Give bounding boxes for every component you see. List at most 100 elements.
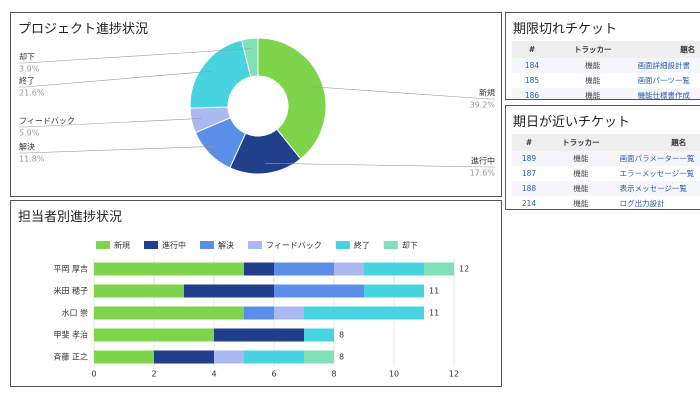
legend-label: 解決 (218, 240, 234, 250)
leader-line (312, 86, 495, 100)
leader-line (19, 48, 251, 64)
table-cell[interactable]: 188 (512, 181, 547, 196)
bar-segment (94, 328, 214, 342)
table-cell[interactable]: 189 (512, 151, 547, 166)
table-cell: 機能 (573, 169, 589, 178)
y-tick-label: 米田 穂子 (53, 286, 88, 296)
ticket-table: # トラッカー 題名 189 機能 画面パラメーター一覧 187 機能 エラーメッセージ一覧 18… (512, 134, 700, 209)
table-cell[interactable]: 画面パラメーター一覧 (615, 151, 700, 166)
x-tick-label: 8 (331, 370, 336, 379)
pie-slice (257, 37, 327, 160)
slice-value: 11.8% (19, 155, 45, 164)
table-panel: 期日が近いチケット # トラッカー 題名 189 機能 画面パラメーター一覧 187 機能 エラ… (505, 105, 700, 210)
slice-value: 21.6% (19, 89, 45, 98)
slice-value: 39.2% (470, 101, 496, 110)
y-tick-label: 平岡 厚吉 (53, 265, 88, 274)
table-cell[interactable]: 186 (512, 88, 553, 99)
total-label: 12 (459, 265, 469, 274)
pie-slice (240, 37, 259, 78)
table-cell[interactable]: 画面パーツ一覧 (637, 76, 690, 85)
bar-segment (154, 350, 214, 364)
table-cell[interactable]: 187 (521, 169, 537, 178)
bar-segment (244, 262, 274, 276)
column-header: # (512, 134, 547, 151)
column-header: トラッカー (546, 134, 616, 151)
table-row: 185 機能 画面パーツ一覧 (512, 73, 700, 88)
x-tick-label: 12 (449, 370, 459, 379)
table-cell[interactable]: 185 (524, 76, 540, 85)
x-tick-label: 4 (211, 370, 216, 379)
table-row: 187 機能 エラーメッセージ一覧 (512, 166, 700, 181)
table-cell[interactable]: 機能仕様書作成 (633, 88, 700, 99)
total-label: 8 (339, 353, 344, 362)
table-cell: 機能 (585, 76, 601, 85)
table-cell[interactable]: 表示メッセージ一覧 (615, 181, 700, 196)
table-row: 184 機能 画面詳細設計書 (512, 58, 700, 73)
table-row: 214 機能 ログ出力設計 (512, 196, 700, 209)
leader-line (265, 163, 495, 168)
table-row: 188 機能 表示メッセージ一覧 (512, 181, 700, 196)
ticket-table: # トラッカー 題名 184 機能 画面詳細設計書 185 機能 画面パーツ一覧 186 機能 機能仕… (512, 41, 700, 99)
legend-label: 終了 (354, 240, 370, 250)
table-cell[interactable]: ログ出力設計 (619, 199, 665, 208)
x-tick-label: 10 (389, 370, 399, 379)
table-cell[interactable]: 画面詳細設計書 (633, 58, 700, 73)
column-header: トラッカー (552, 41, 634, 58)
legend-swatch (144, 241, 158, 249)
bar-segment (244, 350, 304, 364)
panel-title: プロジェクト進捗状況 (18, 22, 149, 37)
slice-label: 却下 (19, 52, 35, 62)
x-tick-label: 2 (151, 370, 156, 379)
pie-chart: 新規 39.2% 進行中 17.6% 解決 11.8% フィードバック 5.9% 終了 21.6%… (19, 37, 496, 178)
bar-segment (334, 262, 364, 276)
table-cell: 機能 (546, 181, 616, 196)
table-cell: 機能 (546, 151, 616, 166)
y-tick-label: 水口 崇 (61, 308, 88, 318)
table-cell: 機能 (552, 58, 634, 73)
slice-value: 3.9% (19, 65, 40, 74)
legend-label: 新規 (114, 240, 130, 250)
slice-label: 終了 (19, 76, 35, 86)
legend-swatch (200, 241, 214, 249)
bar-segment (364, 262, 424, 276)
legend-label: 却下 (402, 240, 418, 250)
table-cell[interactable]: エラーメッセージ一覧 (619, 169, 695, 178)
leader-line (19, 146, 217, 154)
legend-swatch (96, 241, 110, 249)
leader-line (19, 118, 202, 128)
bar-segment (304, 350, 334, 364)
table-cell: 機能 (573, 199, 589, 208)
bar-segment (244, 306, 274, 320)
bar-segment (214, 350, 244, 364)
slice-label: 解決 (19, 142, 35, 152)
y-tick-label: 甲斐 孝治 (53, 330, 88, 340)
slice-label: 新規 (479, 88, 495, 98)
panel-title: 担当者別進捗状況 (18, 210, 123, 225)
bar-segment (304, 306, 424, 320)
column-header: 題名 (615, 134, 700, 151)
bar-segment (304, 328, 334, 342)
bar-segment (364, 284, 424, 298)
header-row: # トラッカー 題名 (512, 41, 700, 58)
total-label: 11 (429, 287, 439, 296)
table-cell[interactable]: 184 (512, 58, 553, 73)
leader-line (19, 70, 212, 88)
bar-segment (94, 350, 154, 364)
slice-label: フィードバック (19, 117, 75, 126)
table-cell: 機能 (552, 88, 634, 99)
pie-slice (189, 39, 252, 109)
legend-label: フィードバック (266, 241, 322, 250)
bar-segment (214, 328, 304, 342)
pie-panel: プロジェクト進捗状況 新規 39.2% 進行中 17.6% 解決 11.8% フィードバック… (10, 12, 502, 197)
table-cell[interactable]: 214 (521, 199, 537, 208)
table-panel: 期限切れチケット # トラッカー 題名 184 機能 画面詳細設計書 185 機能 画面パーツ一… (505, 12, 700, 100)
column-header: # (512, 41, 553, 58)
header-row: # トラッカー 題名 (512, 134, 700, 151)
bar-segment (184, 284, 274, 298)
bar-segment (274, 306, 304, 320)
slice-value: 17.6% (470, 169, 496, 178)
bar-segment (274, 262, 334, 276)
bar-segment (94, 262, 244, 276)
total-label: 8 (339, 331, 344, 340)
